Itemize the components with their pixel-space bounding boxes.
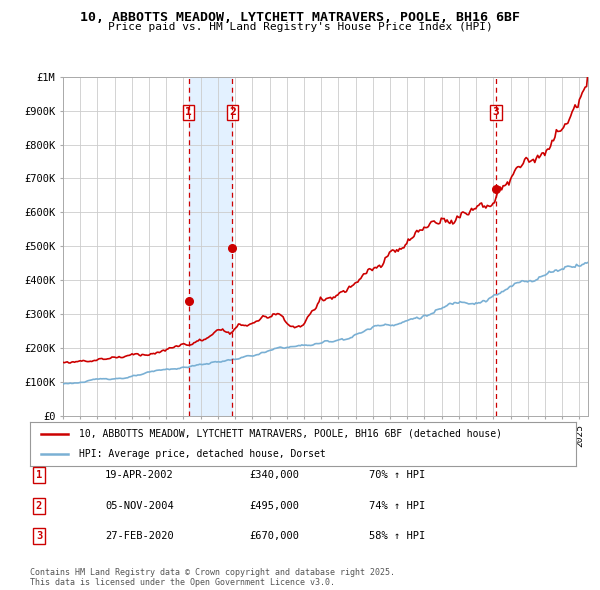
- Bar: [188, 77, 232, 416]
- Text: 10, ABBOTTS MEADOW, LYTCHETT MATRAVERS, POOLE, BH16 6BF: 10, ABBOTTS MEADOW, LYTCHETT MATRAVERS, …: [80, 11, 520, 24]
- Text: HPI: Average price, detached house, Dorset: HPI: Average price, detached house, Dors…: [79, 449, 326, 459]
- Text: 19-APR-2002: 19-APR-2002: [105, 470, 174, 480]
- Text: 58% ↑ HPI: 58% ↑ HPI: [369, 532, 425, 541]
- Text: 1: 1: [36, 470, 42, 480]
- Text: 70% ↑ HPI: 70% ↑ HPI: [369, 470, 425, 480]
- Text: 3: 3: [36, 532, 42, 541]
- Text: £495,000: £495,000: [249, 501, 299, 510]
- Text: 3: 3: [493, 107, 499, 117]
- Text: 27-FEB-2020: 27-FEB-2020: [105, 532, 174, 541]
- Text: 2: 2: [36, 501, 42, 510]
- Text: £670,000: £670,000: [249, 532, 299, 541]
- Text: Contains HM Land Registry data © Crown copyright and database right 2025.
This d: Contains HM Land Registry data © Crown c…: [30, 568, 395, 587]
- Text: £340,000: £340,000: [249, 470, 299, 480]
- Text: 2: 2: [229, 107, 236, 117]
- Text: 74% ↑ HPI: 74% ↑ HPI: [369, 501, 425, 510]
- Text: Price paid vs. HM Land Registry's House Price Index (HPI): Price paid vs. HM Land Registry's House …: [107, 22, 493, 32]
- Text: 1: 1: [185, 107, 192, 117]
- Text: 10, ABBOTTS MEADOW, LYTCHETT MATRAVERS, POOLE, BH16 6BF (detached house): 10, ABBOTTS MEADOW, LYTCHETT MATRAVERS, …: [79, 429, 502, 439]
- Text: 05-NOV-2004: 05-NOV-2004: [105, 501, 174, 510]
